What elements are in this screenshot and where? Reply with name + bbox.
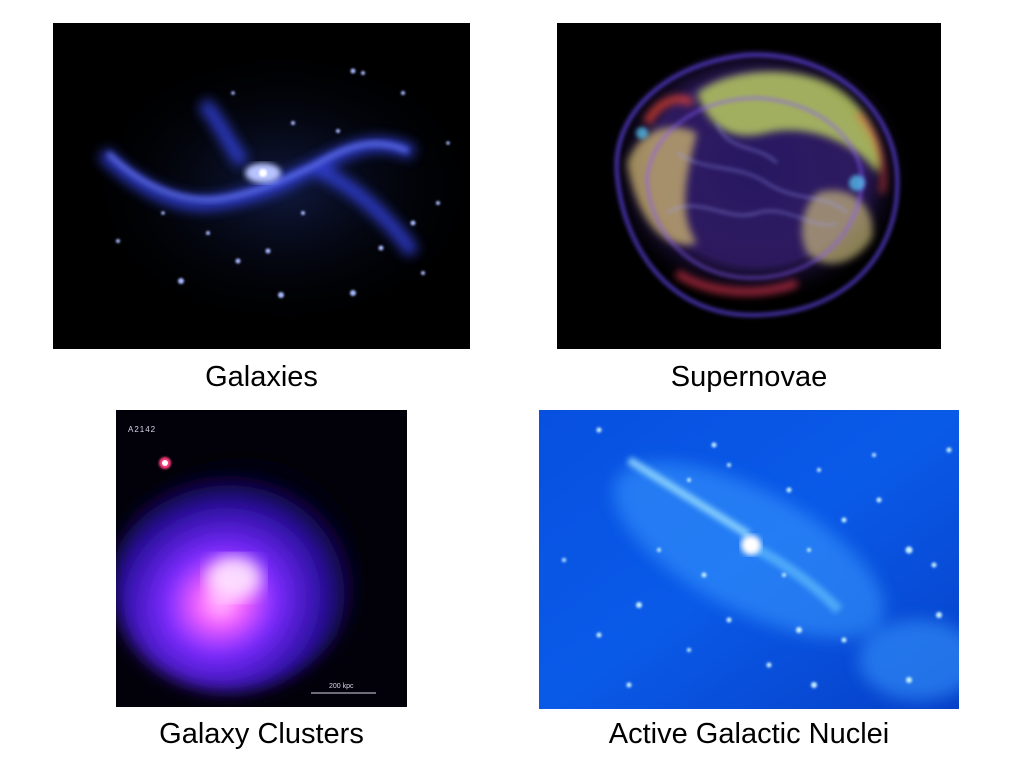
scale-bar-label: 200 kpc	[329, 683, 354, 690]
active-galactic-nuclei-image	[539, 410, 959, 709]
galaxy-clusters-caption: Galaxy Clusters	[159, 718, 364, 750]
galaxy-clusters-image: A2142 200 kpc	[116, 410, 407, 707]
cluster-name-label: A2142	[128, 425, 156, 434]
galaxies-caption: Galaxies	[205, 361, 318, 393]
active-galactic-nuclei-caption: Active Galactic Nuclei	[608, 718, 890, 750]
supernovae-image	[557, 23, 941, 349]
supernovae-caption: Supernovae	[670, 361, 828, 393]
galaxies-image	[53, 23, 470, 349]
